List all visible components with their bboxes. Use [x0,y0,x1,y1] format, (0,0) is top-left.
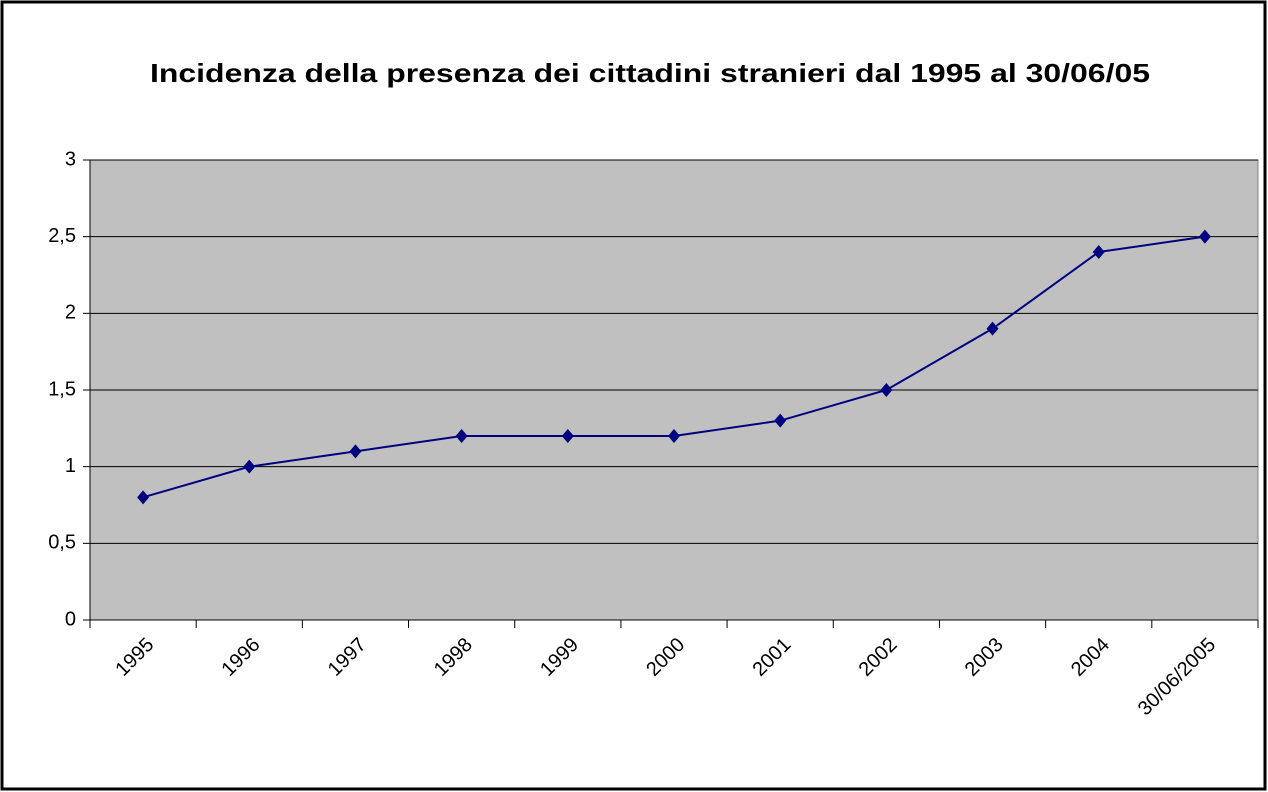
y-tick-label: 3 [65,148,76,170]
marker [137,490,150,505]
marker [1198,229,1211,244]
marker [561,429,574,443]
marker [455,429,468,443]
marker [880,383,893,397]
marker [349,444,362,459]
y-tick-label: 0,5 [48,532,76,554]
marker [774,413,787,428]
y-tick-label: 1,5 [48,378,76,400]
marker [668,429,680,443]
y-tick-label: 2 [65,302,76,324]
y-tick-label: 1 [65,455,76,477]
marker [1092,245,1105,259]
marker [986,321,999,336]
y-tick-label: 0 [65,608,76,630]
y-tick-label: 2,5 [48,225,76,247]
chart-title: Incidenza della presenza dei cittadini s… [150,58,1150,88]
marker [243,459,256,474]
